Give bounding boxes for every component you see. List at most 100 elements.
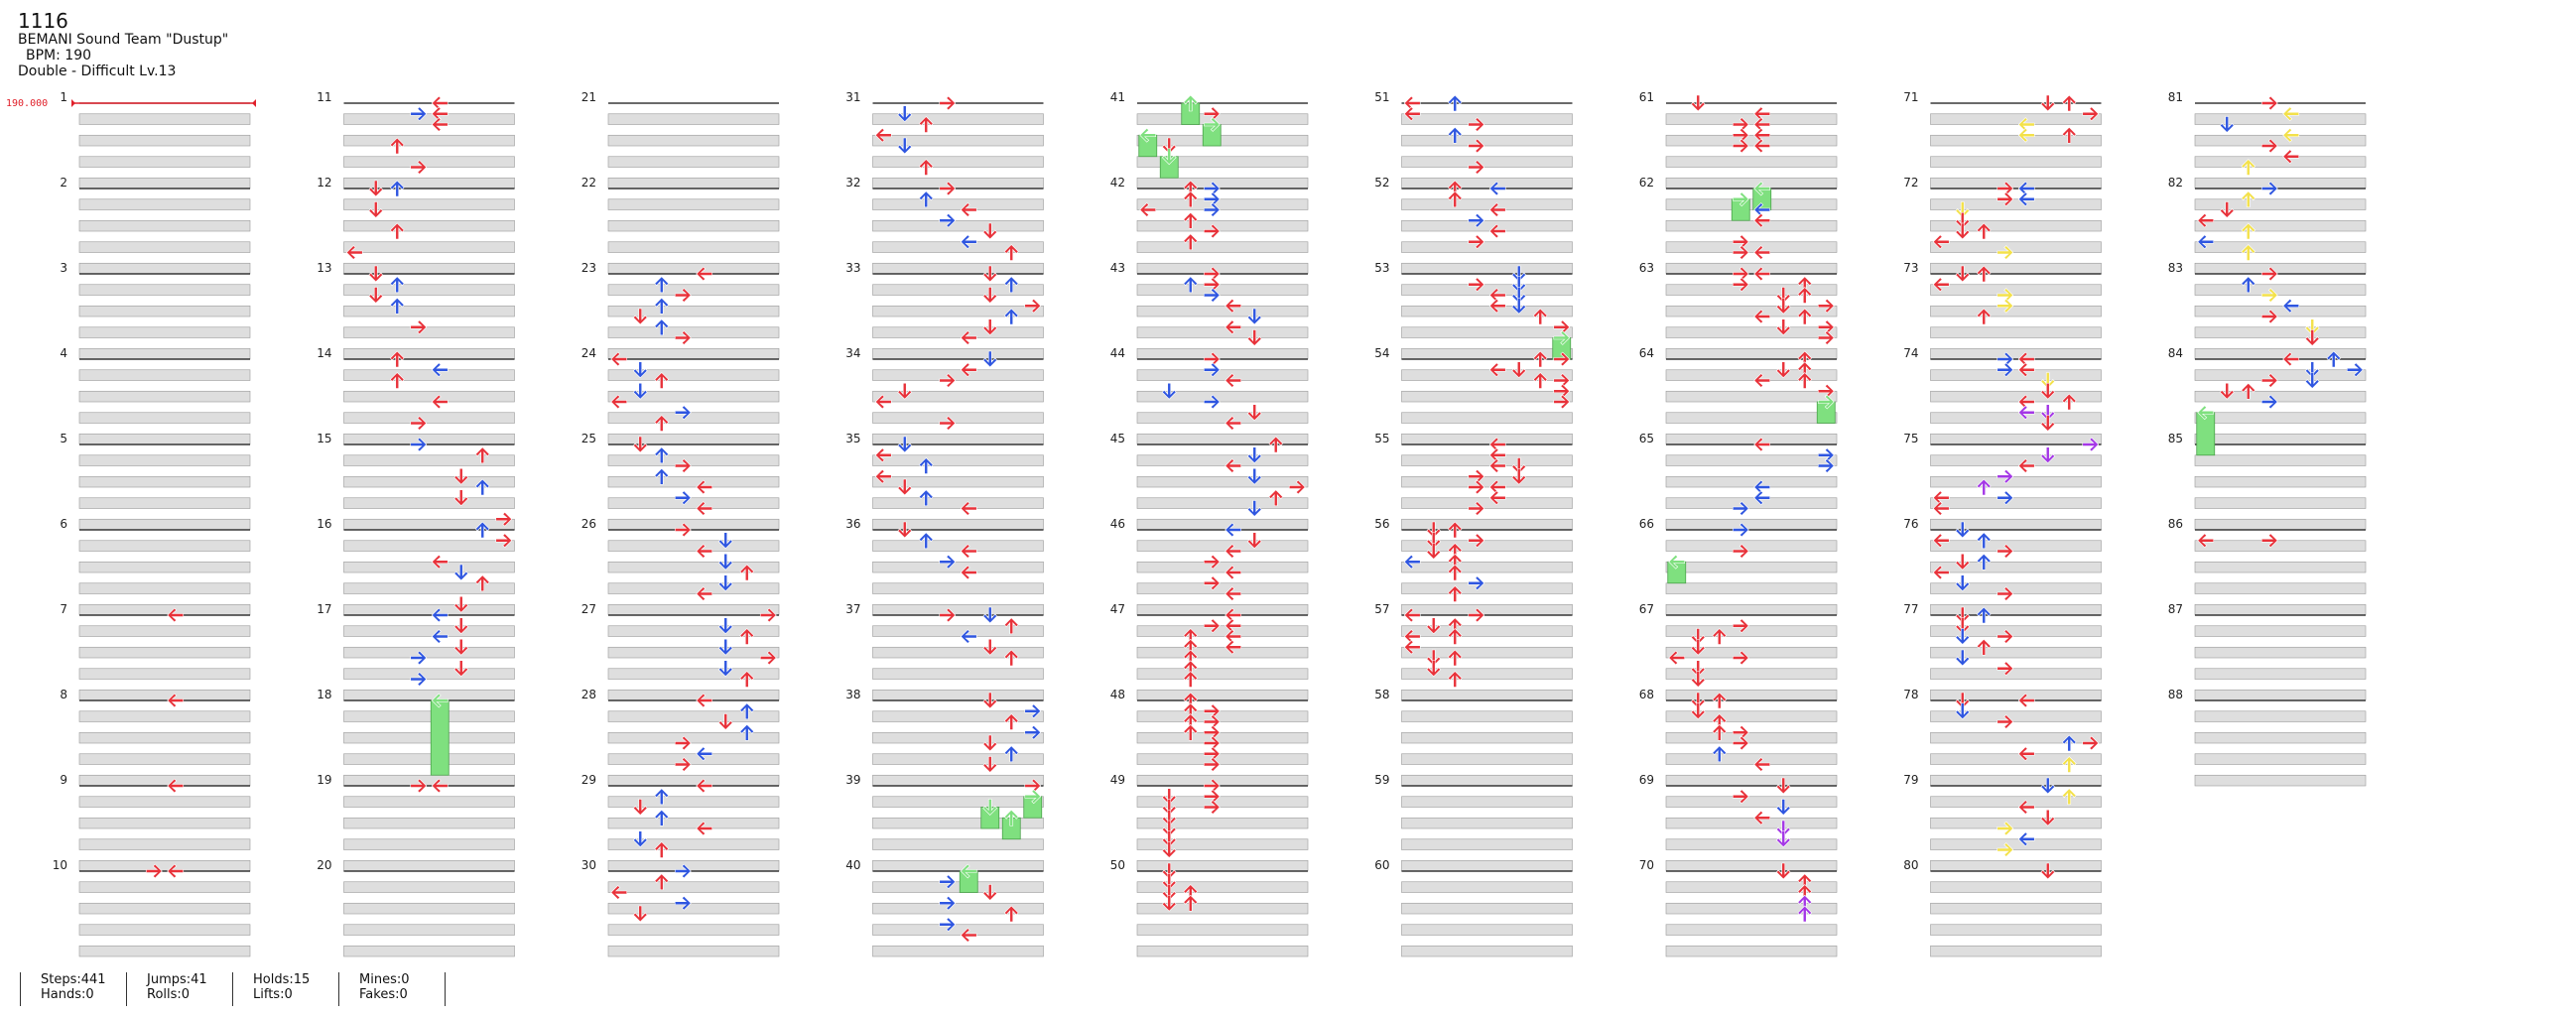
step-arrow	[389, 137, 405, 155]
beat-band	[78, 902, 251, 915]
step-arrow	[982, 756, 998, 773]
step-arrow	[960, 928, 977, 943]
step-arrow-shape	[1003, 244, 1019, 261]
measure-3: 3	[60, 261, 251, 360]
measure-75: 75	[1903, 432, 2102, 531]
step-arrow-shape	[696, 501, 713, 516]
step-arrow-shape	[982, 734, 998, 752]
step-arrow-shape	[1224, 319, 1242, 335]
step-arrow	[1183, 276, 1199, 294]
step-arrow-shape	[389, 180, 405, 197]
beat-band	[607, 284, 780, 296]
step-arrow	[717, 532, 733, 550]
beat-band	[78, 731, 251, 744]
step-arrow-shape	[167, 607, 185, 623]
step-arrow	[1468, 479, 1485, 495]
step-arrow	[1224, 298, 1242, 314]
step-arrow	[874, 447, 892, 463]
step-arrow-shape	[696, 821, 713, 836]
measure-number: 67	[1639, 602, 1654, 616]
measure-74: 74	[1903, 346, 2102, 445]
step-arrow-shape	[389, 372, 405, 389]
step-arrow	[897, 382, 913, 400]
step-arrow-shape	[2260, 138, 2278, 154]
step-arrow-shape	[2282, 351, 2300, 367]
step-arrow-shape	[1426, 649, 1442, 667]
beat-band	[2194, 731, 2367, 744]
step-arrow-shape	[1976, 532, 1992, 550]
step-arrow	[1775, 318, 1791, 336]
beat-band	[607, 497, 780, 509]
beat-band	[2194, 625, 2367, 637]
step-arrow	[1753, 181, 1771, 196]
step-arrow-shape	[1183, 233, 1199, 251]
measure-2: 2	[60, 176, 251, 275]
step-arrow-shape	[495, 511, 513, 527]
step-arrow-shape	[674, 458, 692, 473]
step-arrow-shape	[1468, 501, 1485, 516]
step-arrow-shape	[1246, 500, 1262, 517]
hold-note	[1752, 188, 1772, 210]
step-arrow-shape	[654, 467, 670, 485]
step-arrow-shape	[654, 276, 670, 294]
step-arrow-shape	[1932, 533, 1950, 549]
beat-band	[2194, 561, 2367, 573]
step-arrow	[1775, 287, 1791, 304]
step-arrow	[474, 521, 490, 539]
step-arrow	[1468, 234, 1485, 250]
beat-band	[2194, 540, 2367, 552]
beat-band	[1665, 369, 1838, 381]
step-arrow-shape	[939, 554, 957, 570]
step-arrow	[389, 350, 405, 368]
step-arrow	[960, 565, 977, 580]
beat-band	[343, 646, 515, 659]
beat-band	[872, 156, 1044, 168]
beat-band	[2194, 113, 2367, 125]
step-arrow-shape	[431, 117, 449, 132]
measure-23: 23	[581, 261, 780, 360]
step-arrow	[1246, 467, 1262, 485]
beat-band	[872, 902, 1044, 915]
step-arrow	[1488, 298, 1506, 314]
step-arrow-shape	[1161, 873, 1177, 891]
step-arrow-shape	[1003, 713, 1019, 730]
step-arrow	[431, 629, 449, 644]
beat-band	[343, 796, 515, 808]
measure-number: 30	[581, 858, 596, 872]
beat-band	[1930, 924, 2102, 936]
beat-band	[1665, 156, 1838, 168]
measure-number: 34	[845, 346, 860, 360]
step-arrow-shape	[1246, 467, 1262, 485]
beat-band	[607, 347, 780, 360]
measure-18: 18	[317, 688, 515, 787]
step-arrow	[2304, 329, 2320, 346]
step-arrow-shape	[696, 544, 713, 559]
step-arrow-shape	[674, 757, 692, 772]
step-arrow	[1224, 373, 1242, 388]
step-arrow	[674, 490, 692, 506]
beat-band	[1401, 924, 1573, 936]
step-arrow-shape	[167, 778, 185, 794]
step-arrow	[1712, 692, 1728, 709]
beat-band	[2194, 134, 2367, 147]
step-arrow-shape	[1203, 362, 1221, 378]
measure-65: 65	[1639, 432, 1838, 531]
step-arrow	[1996, 245, 2014, 260]
step-arrow-shape	[960, 928, 977, 943]
step-arrow-shape	[918, 159, 934, 176]
step-arrow	[1203, 362, 1221, 378]
beat-band	[343, 497, 515, 509]
step-arrow-shape	[2061, 94, 2077, 112]
step-arrow	[1797, 308, 1813, 325]
step-arrow-shape	[2304, 361, 2320, 379]
beat-band	[872, 518, 1044, 531]
step-arrow	[717, 638, 733, 656]
step-arrow	[410, 319, 428, 335]
step-arrow-shape	[1224, 565, 1242, 580]
beat-band	[343, 710, 515, 722]
beat-band	[607, 668, 780, 680]
step-arrow-shape	[1161, 799, 1177, 816]
step-arrow-shape	[145, 863, 163, 879]
beat-band	[1401, 412, 1573, 424]
song-title: 1116	[18, 9, 68, 33]
